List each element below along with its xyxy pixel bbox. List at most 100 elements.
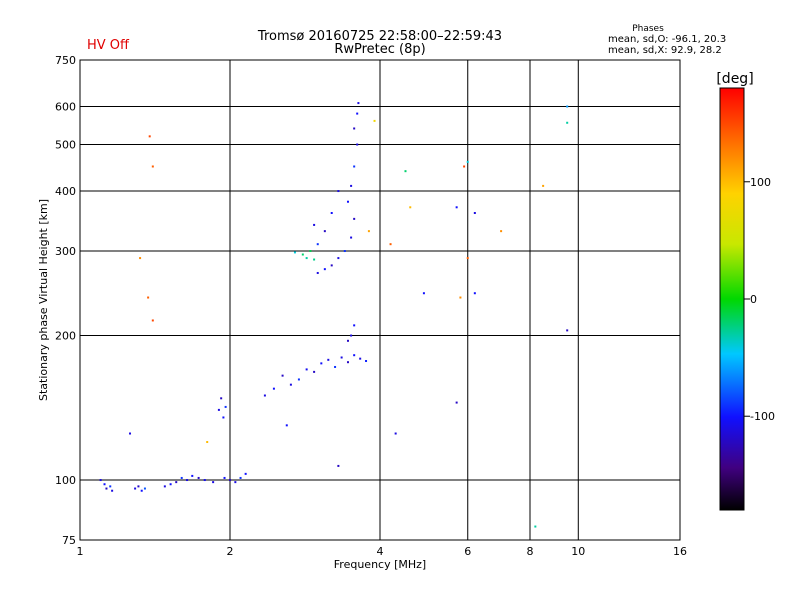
y-tick-labels: 75 100 200 300 400 500 600 750 (55, 54, 76, 547)
data-point (337, 464, 340, 467)
data-point (191, 474, 194, 477)
data-point (346, 339, 349, 342)
y-tick-label: 600 (55, 101, 76, 114)
data-point (175, 481, 178, 484)
data-point (542, 184, 545, 187)
data-point (353, 354, 356, 357)
data-point (103, 483, 106, 486)
data-point (394, 432, 397, 435)
data-point (289, 383, 292, 386)
y-tick-label: 100 (55, 474, 76, 487)
colorbar-tick-label: -100 (750, 410, 775, 423)
data-point (350, 236, 353, 239)
data-point (293, 251, 296, 254)
data-point (350, 334, 353, 337)
data-point (139, 257, 142, 260)
x-tick-label: 6 (464, 545, 471, 558)
data-point (163, 485, 166, 488)
data-point (137, 485, 140, 488)
colorbar-label: [deg] (716, 71, 753, 87)
data-point (224, 405, 227, 408)
data-point (337, 257, 340, 260)
data-point (186, 479, 189, 482)
data-point (346, 200, 349, 203)
colorbar (719, 87, 745, 511)
x-axis-label: Frequency [MHz] (334, 558, 426, 571)
data-point (217, 408, 220, 411)
hv-status: HV Off (87, 38, 130, 53)
data-point (239, 476, 242, 479)
data-point (455, 401, 458, 404)
data-point (313, 258, 316, 261)
data-point (534, 525, 537, 528)
data-point (109, 485, 112, 488)
colorbar-tick-label: 100 (750, 176, 771, 189)
data-point (313, 223, 316, 226)
data-point (340, 356, 343, 359)
x-tick-label: 8 (527, 545, 534, 558)
data-point (263, 394, 266, 397)
data-point (330, 212, 333, 215)
data-point (359, 357, 362, 360)
chart-title: Tromsø 20160725 22:58:00–22:59:43 (257, 29, 502, 44)
data-point (373, 119, 376, 122)
data-point (316, 271, 319, 274)
data-point (330, 264, 333, 267)
data-point (334, 365, 337, 368)
data-point (422, 292, 425, 295)
data-point (305, 368, 308, 371)
data-point (466, 257, 469, 260)
data-point (301, 253, 304, 256)
x-tick-label: 4 (377, 545, 384, 558)
y-tick-label: 500 (55, 139, 76, 152)
data-point (316, 243, 319, 246)
data-point (129, 432, 132, 435)
data-point (466, 160, 469, 163)
data-point (197, 476, 200, 479)
data-point (566, 329, 569, 332)
y-tick-label: 400 (55, 185, 76, 198)
data-point (143, 487, 146, 490)
data-point (140, 489, 143, 492)
data-point (350, 184, 353, 187)
data-point (285, 424, 288, 427)
data-point (346, 361, 349, 364)
colorbar-ticks: 100 0 -100 (744, 176, 775, 423)
data-point (365, 360, 368, 363)
data-point (353, 127, 356, 130)
colorbar-tick-label: 0 (750, 293, 757, 306)
y-tick-label: 750 (55, 54, 76, 67)
data-point (404, 170, 407, 173)
data-point (99, 479, 102, 482)
data-point (357, 102, 360, 105)
data-point (323, 230, 326, 233)
data-point (180, 476, 183, 479)
data-point (309, 250, 312, 253)
phases-line-o: mean, sd,O: -96.1, 20.3 (608, 34, 726, 45)
data-point (389, 243, 392, 246)
y-tick-label: 200 (55, 330, 76, 343)
data-point (151, 165, 154, 168)
data-point (148, 135, 151, 138)
phases-line-x: mean, sd,X: 92.9, 28.2 (608, 45, 722, 56)
data-point (500, 230, 503, 233)
y-axis-label: Stationary phase Virtual Height [km] (37, 199, 50, 401)
data-point (409, 206, 412, 209)
data-point (566, 121, 569, 124)
data-point (272, 387, 275, 390)
data-point (323, 268, 326, 271)
data-point (169, 483, 172, 486)
data-point (151, 319, 154, 322)
data-point (337, 190, 340, 193)
data-point (229, 479, 231, 482)
data-point (459, 296, 462, 299)
data-point (353, 165, 356, 168)
data-point (203, 479, 206, 482)
data-point (356, 112, 359, 115)
data-points (99, 102, 569, 528)
x-tick-labels: 1 2 4 6 8 10 16 (77, 545, 688, 558)
data-point (320, 362, 323, 365)
data-point (206, 441, 209, 444)
data-point (566, 105, 569, 108)
